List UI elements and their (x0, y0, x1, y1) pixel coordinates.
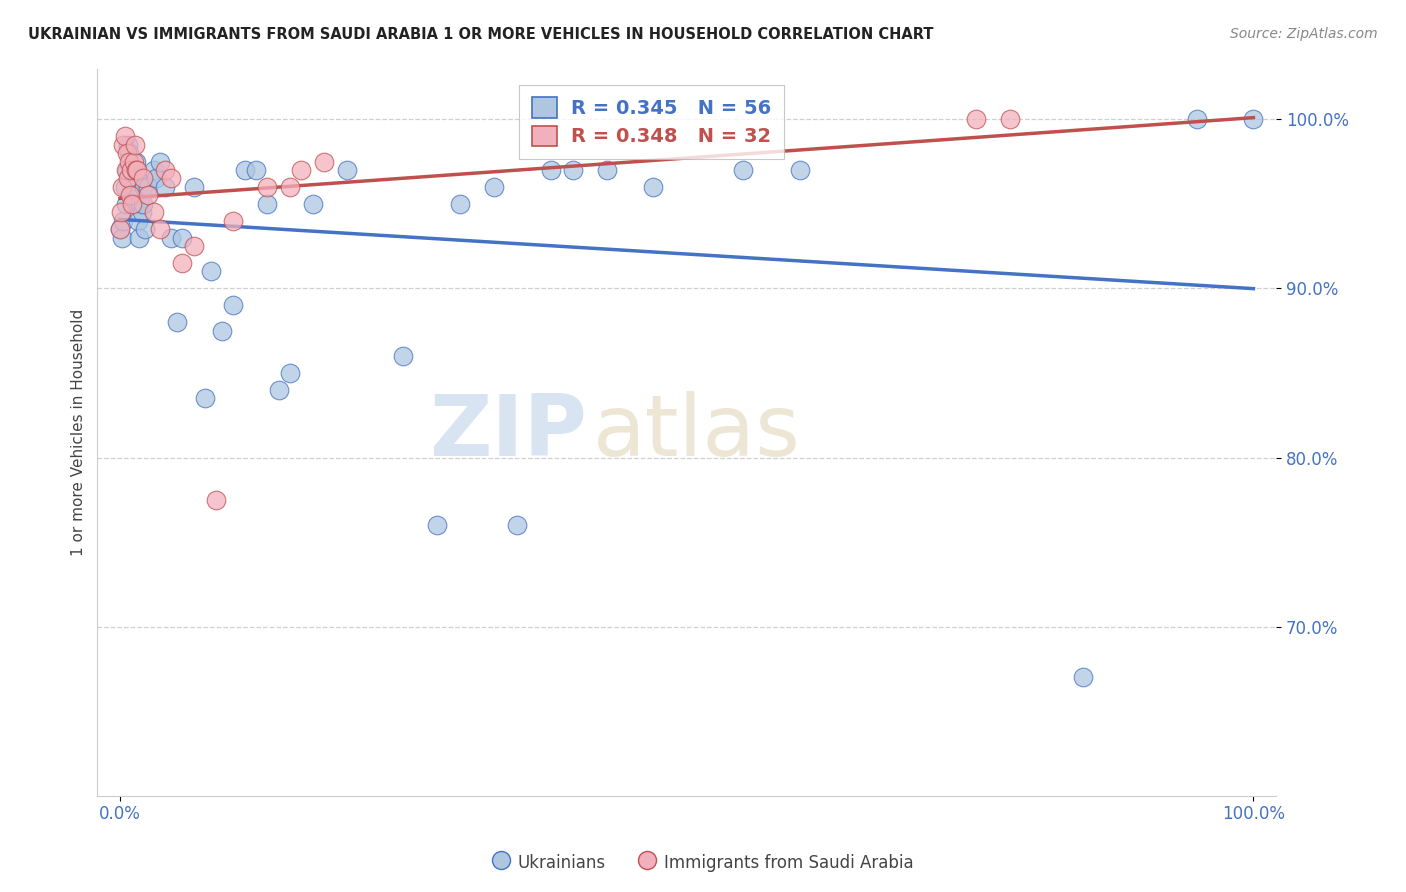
Point (131, 205, 153, 219)
Point (120, 188, 142, 202)
Point (205, 492, 228, 507)
Point (120, 171, 142, 186)
Point (278, 366, 301, 380)
Point (1073, 670, 1095, 684)
Point (506, 518, 529, 533)
Point (449, 196, 471, 211)
Point (118, 154, 141, 169)
Point (121, 196, 143, 211)
Point (115, 146, 138, 161)
Text: Source: ZipAtlas.com: Source: ZipAtlas.com (1230, 27, 1378, 41)
Point (172, 256, 194, 270)
Point (145, 171, 167, 186)
Point (233, 163, 256, 178)
Y-axis label: 1 or more Vehicles in Household: 1 or more Vehicles in Household (72, 309, 86, 556)
Point (160, 230, 183, 244)
Point (131, 171, 153, 186)
Point (641, 180, 664, 194)
Legend: Ukrainians, Immigrants from Saudi Arabia: Ukrainians, Immigrants from Saudi Arabia (486, 846, 920, 880)
Point (114, 129, 136, 144)
Point (336, 163, 359, 178)
Point (312, 154, 335, 169)
Point (115, 163, 138, 178)
Text: atlas: atlas (592, 391, 800, 474)
Point (120, 188, 142, 202)
Point (183, 180, 205, 194)
Point (110, 205, 132, 219)
Point (125, 163, 148, 178)
Point (278, 180, 301, 194)
Point (127, 213, 149, 227)
Point (540, 163, 562, 178)
Point (562, 163, 585, 178)
Point (134, 222, 156, 236)
Point (131, 196, 153, 211)
Point (245, 163, 267, 178)
Point (117, 137, 139, 152)
Point (149, 154, 172, 169)
Point (733, 163, 755, 178)
Point (111, 230, 134, 244)
Point (143, 163, 166, 178)
Point (138, 188, 160, 202)
Point (1185, 112, 1208, 127)
Point (256, 180, 278, 194)
Point (1241, 112, 1264, 127)
Point (965, 112, 987, 127)
Point (117, 171, 139, 186)
Point (114, 180, 136, 194)
Point (200, 264, 222, 278)
Point (194, 392, 217, 406)
Point (596, 163, 619, 178)
Point (132, 180, 155, 194)
Point (482, 180, 505, 194)
Point (124, 137, 146, 152)
Point (155, 163, 177, 178)
Point (129, 196, 152, 211)
Point (124, 196, 146, 211)
Point (125, 154, 148, 169)
Point (155, 180, 177, 194)
Point (267, 383, 290, 397)
Point (128, 230, 150, 244)
Point (125, 171, 148, 186)
Point (290, 163, 312, 178)
Point (114, 163, 136, 178)
Point (211, 324, 233, 338)
Point (120, 163, 142, 178)
Point (998, 112, 1021, 127)
Point (222, 213, 245, 227)
Point (222, 298, 245, 312)
Point (392, 349, 415, 363)
Point (256, 196, 278, 211)
Point (149, 222, 172, 236)
Point (143, 205, 166, 219)
Point (111, 180, 134, 194)
Point (122, 154, 145, 169)
Point (301, 196, 323, 211)
Point (166, 315, 188, 329)
Point (789, 163, 811, 178)
Point (108, 222, 131, 236)
Point (172, 230, 194, 244)
Point (426, 518, 449, 533)
Point (112, 137, 135, 152)
Text: UKRAINIAN VS IMMIGRANTS FROM SAUDI ARABIA 1 OR MORE VEHICLES IN HOUSEHOLD CORREL: UKRAINIAN VS IMMIGRANTS FROM SAUDI ARABI… (28, 27, 934, 42)
Point (108, 222, 131, 236)
Point (125, 163, 148, 178)
Point (122, 180, 145, 194)
Text: ZIP: ZIP (429, 391, 586, 474)
Point (183, 239, 205, 253)
Point (112, 213, 135, 227)
Legend: R = 0.345   N = 56, R = 0.348   N = 32: R = 0.345 N = 56, R = 0.348 N = 32 (519, 85, 785, 159)
Point (160, 171, 183, 186)
Point (114, 196, 136, 211)
Point (118, 146, 141, 161)
Point (138, 180, 160, 194)
Point (121, 163, 143, 178)
